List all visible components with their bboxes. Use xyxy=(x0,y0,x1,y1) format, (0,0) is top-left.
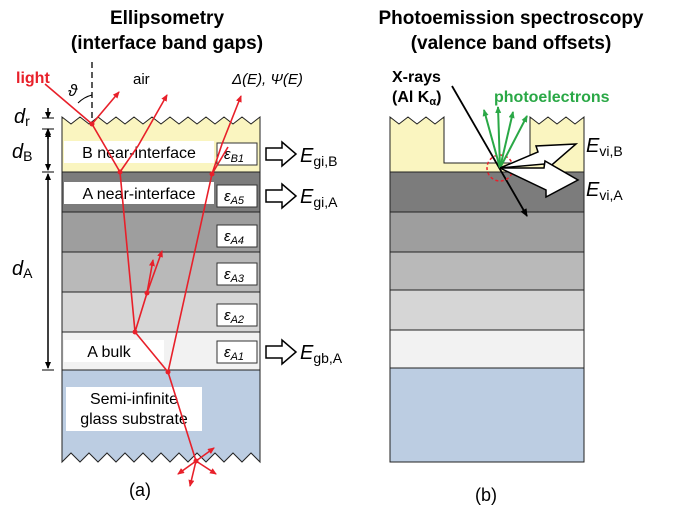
evi-a-arrow xyxy=(499,159,580,199)
panel-a: Ellipsometry (interface band gaps) B nea… xyxy=(12,8,343,500)
layer-b-label-box xyxy=(64,141,214,163)
xrays-label-line1: X-rays xyxy=(392,69,441,86)
photoelectrons-label: photoelectrons xyxy=(494,89,610,106)
substrate-label-line2: glass substrate xyxy=(80,411,188,428)
egi-b-subscript: gi,B xyxy=(313,153,337,169)
eps-a3-box: εA3 xyxy=(216,262,258,286)
egb-a-subscript: gb,A xyxy=(313,350,342,366)
b-substrate xyxy=(389,367,585,463)
layer-a-bulk-label: A bulk xyxy=(87,344,132,361)
svg-text:εA5: εA5 xyxy=(224,188,245,207)
eps-a4-subscript: A4 xyxy=(230,235,244,247)
layer-a-interface-label-box xyxy=(64,182,214,204)
xray-beam xyxy=(451,85,528,217)
svg-text:εB1: εB1 xyxy=(224,146,244,165)
xrays-label-sub: α xyxy=(429,96,436,108)
theta-label: ϑ xyxy=(68,81,78,100)
panel-a-title-line2: (interface band gaps) xyxy=(71,33,263,54)
eps-a3-symbol: ε xyxy=(224,266,231,283)
b-layer-bulk xyxy=(389,329,585,369)
b-layer-a2 xyxy=(389,289,585,331)
output-label: Δ(E), Ψ(E) xyxy=(231,71,303,88)
egi-a-subscript: gi,A xyxy=(313,194,338,210)
eps-b1-subscript: B1 xyxy=(231,153,244,165)
svg-text:dA: dA xyxy=(12,258,33,281)
eps-a5-symbol: ε xyxy=(224,188,231,205)
eps-a1-box: εA1 xyxy=(216,340,258,364)
eps-a1-subscript: A1 xyxy=(230,351,244,363)
light-label: light xyxy=(16,70,50,87)
eps-a2-symbol: ε xyxy=(224,307,231,324)
layer-a-bulk-label-box xyxy=(64,340,164,362)
egi-b-symbol: E xyxy=(300,145,314,167)
eps-a2-box: εA2 xyxy=(216,303,258,327)
ray-junction-dots xyxy=(89,121,215,464)
eps-b1-symbol: ε xyxy=(224,146,231,163)
dim-r-subscript: r xyxy=(25,113,30,129)
egb-a-arrow xyxy=(265,338,298,366)
panel-a-title-line1: Ellipsometry xyxy=(110,8,224,29)
svg-text:Egi,B: Egi,B xyxy=(300,145,337,169)
panel-a-caption: (a) xyxy=(129,480,151,500)
panel-b: Photoemission spectroscopy (valence band… xyxy=(378,8,643,505)
svg-text:εA3: εA3 xyxy=(224,266,245,285)
eps-a3-subscript: A3 xyxy=(230,273,245,285)
angle-arc xyxy=(77,94,93,104)
xrays-label-suffix: ) xyxy=(436,89,441,106)
svg-text:Evi,A: Evi,A xyxy=(586,179,623,203)
eps-a4-box: εA4 xyxy=(216,224,258,248)
svg-text:Evi,B: Evi,B xyxy=(586,135,623,159)
thickness-dimensions xyxy=(42,108,54,371)
dim-r-symbol: d xyxy=(14,106,26,128)
panel-b-title-line2: (valence band offsets) xyxy=(411,33,612,54)
xrays-label-prefix: (Al K xyxy=(392,89,430,106)
evi-a-symbol: E xyxy=(586,179,600,201)
egi-a-arrow xyxy=(265,182,298,210)
dim-b-subscript: B xyxy=(23,148,32,164)
svg-text:εA4: εA4 xyxy=(224,228,244,247)
svg-text:εA2: εA2 xyxy=(224,307,244,326)
b-layer-a4 xyxy=(389,211,585,253)
layer-b-label: B near-interface xyxy=(82,145,196,162)
svg-text:(Al Kα): (Al Kα) xyxy=(392,89,441,108)
substrate-label-line1: Semi-infinite xyxy=(90,391,178,408)
egi-a-symbol: E xyxy=(300,186,314,208)
eps-a5-box: εA5 xyxy=(216,184,258,208)
eps-a4-symbol: ε xyxy=(224,228,231,245)
svg-text:Egi,A: Egi,A xyxy=(300,186,338,210)
evi-b-symbol: E xyxy=(586,135,600,157)
panel-b-caption: (b) xyxy=(475,485,497,505)
layer-a-interface-label: A near-interface xyxy=(83,186,196,203)
svg-text:Egb,A: Egb,A xyxy=(300,342,343,366)
dim-a-subscript: A xyxy=(23,265,33,281)
eps-a2-subscript: A2 xyxy=(230,314,244,326)
svg-text:dB: dB xyxy=(12,141,32,164)
eps-a5-subscript: A5 xyxy=(230,195,245,207)
evi-a-subscript: vi,A xyxy=(599,187,623,203)
air-label: air xyxy=(133,71,150,88)
dim-b-symbol: d xyxy=(12,141,24,163)
egi-b-arrow xyxy=(265,140,298,168)
svg-text:dr: dr xyxy=(14,106,30,129)
panel-b-title-line1: Photoemission spectroscopy xyxy=(378,8,643,29)
photoelectron-arrows xyxy=(482,106,528,169)
eps-a1-symbol: ε xyxy=(224,344,231,361)
egb-a-symbol: E xyxy=(300,342,314,364)
b-layer-a3 xyxy=(389,251,585,291)
evi-b-subscript: vi,B xyxy=(599,143,622,159)
svg-text:εA1: εA1 xyxy=(224,344,244,363)
dim-a-symbol: d xyxy=(12,258,24,280)
